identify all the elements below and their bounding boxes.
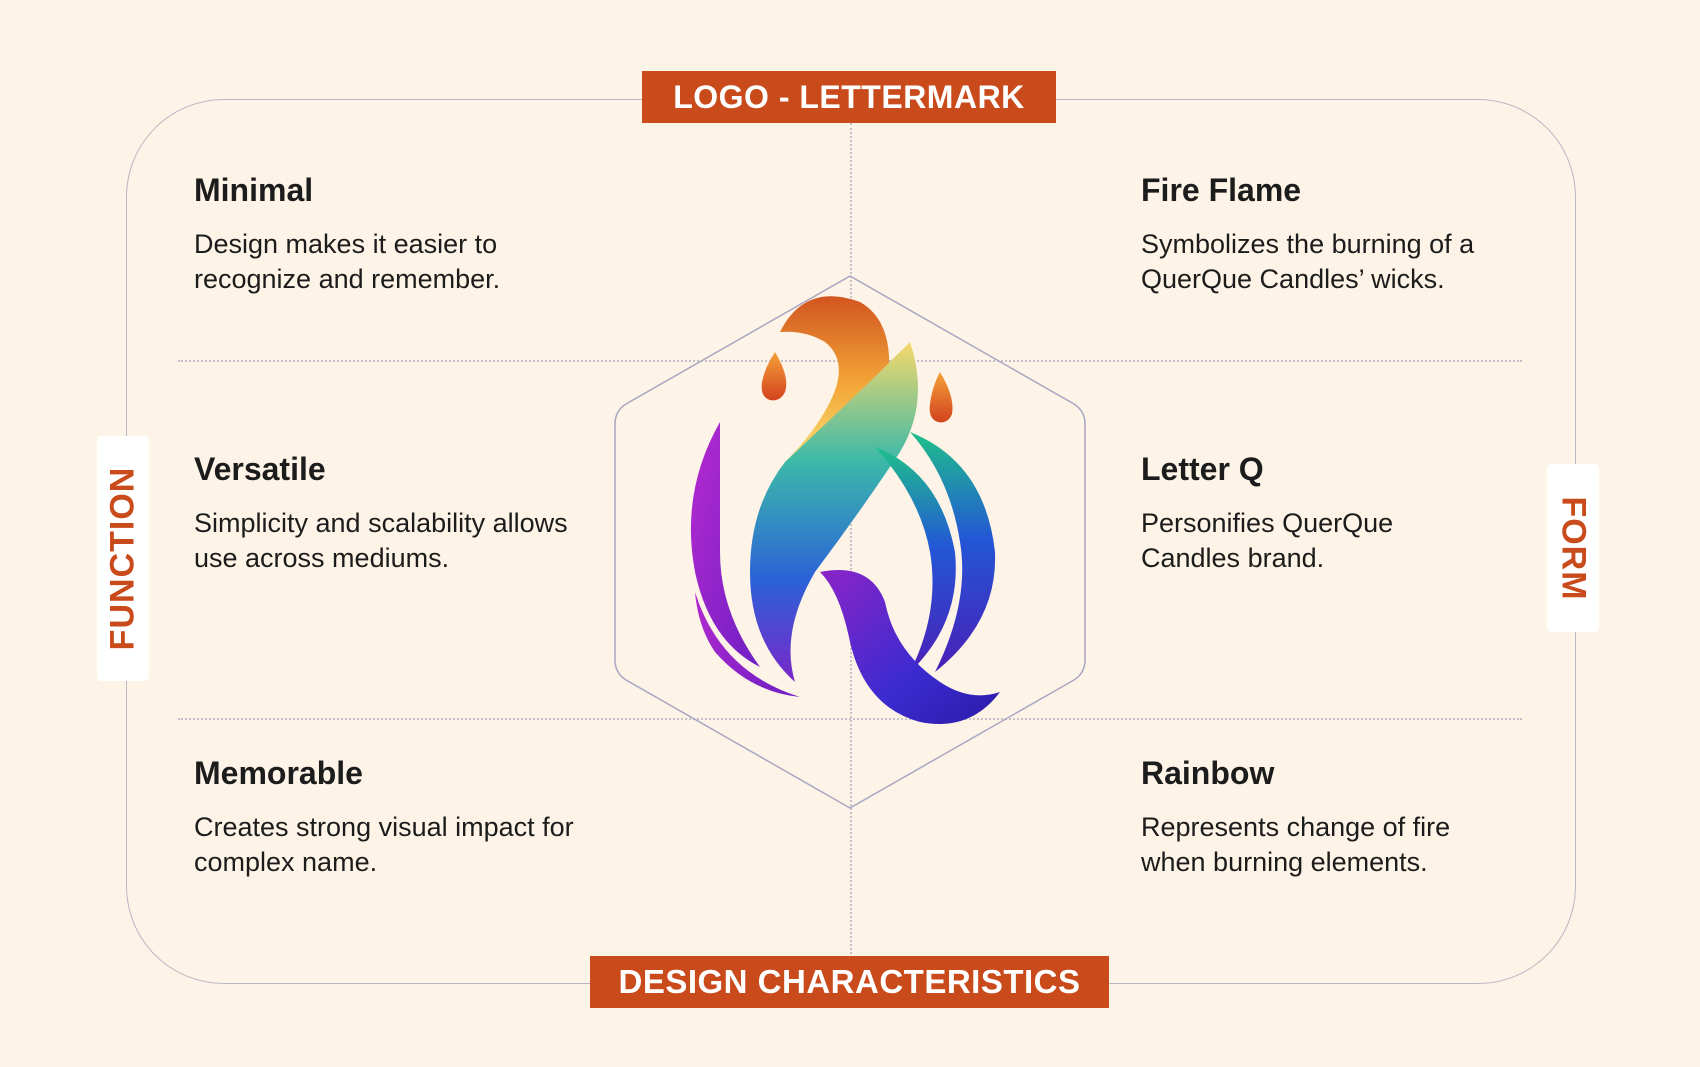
- item-text: Personifies QuerQue Candles brand.: [1141, 508, 1394, 573]
- function-axis-label: FUNCTION: [97, 436, 149, 681]
- item-title: Versatile: [194, 451, 326, 487]
- item-title: Memorable: [194, 755, 363, 791]
- item-rainbow: Rainbow Represents change of fire when b…: [1141, 755, 1561, 880]
- page-title: LOGO - LETTERMARK: [642, 71, 1056, 123]
- footer-banner: DESIGN CHARACTERISTICS: [590, 956, 1109, 1008]
- item-text: Symbolizes the burning of a QuerQue Cand…: [1141, 229, 1475, 294]
- item-text: Design makes it easier to recognize and …: [194, 229, 501, 294]
- item-fire-flame: Fire Flame Symbolizes the burning of a Q…: [1141, 172, 1561, 297]
- item-memorable: Memorable Creates strong visual impact f…: [194, 755, 614, 880]
- function-axis-text: FUNCTION: [103, 466, 142, 651]
- item-versatile: Versatile Simplicity and scalability all…: [194, 451, 614, 576]
- item-minimal: Minimal Design makes it easier to recogn…: [194, 172, 614, 297]
- item-title: Letter Q: [1141, 451, 1264, 487]
- item-title: Fire Flame: [1141, 172, 1302, 208]
- divider-vertical: [850, 123, 852, 958]
- rainbow-flame-q-logo-icon: [610, 272, 1090, 812]
- item-text: Creates strong visual impact for complex…: [194, 812, 574, 877]
- item-text: Represents change of fire when burning e…: [1141, 812, 1451, 877]
- item-title: Minimal: [194, 172, 314, 208]
- form-axis-label: FORM: [1547, 464, 1599, 632]
- item-text: Simplicity and scalability allows use ac…: [194, 508, 568, 573]
- item-title: Rainbow: [1141, 755, 1275, 791]
- item-letter-q: Letter Q Personifies QuerQue Candles bra…: [1141, 451, 1561, 576]
